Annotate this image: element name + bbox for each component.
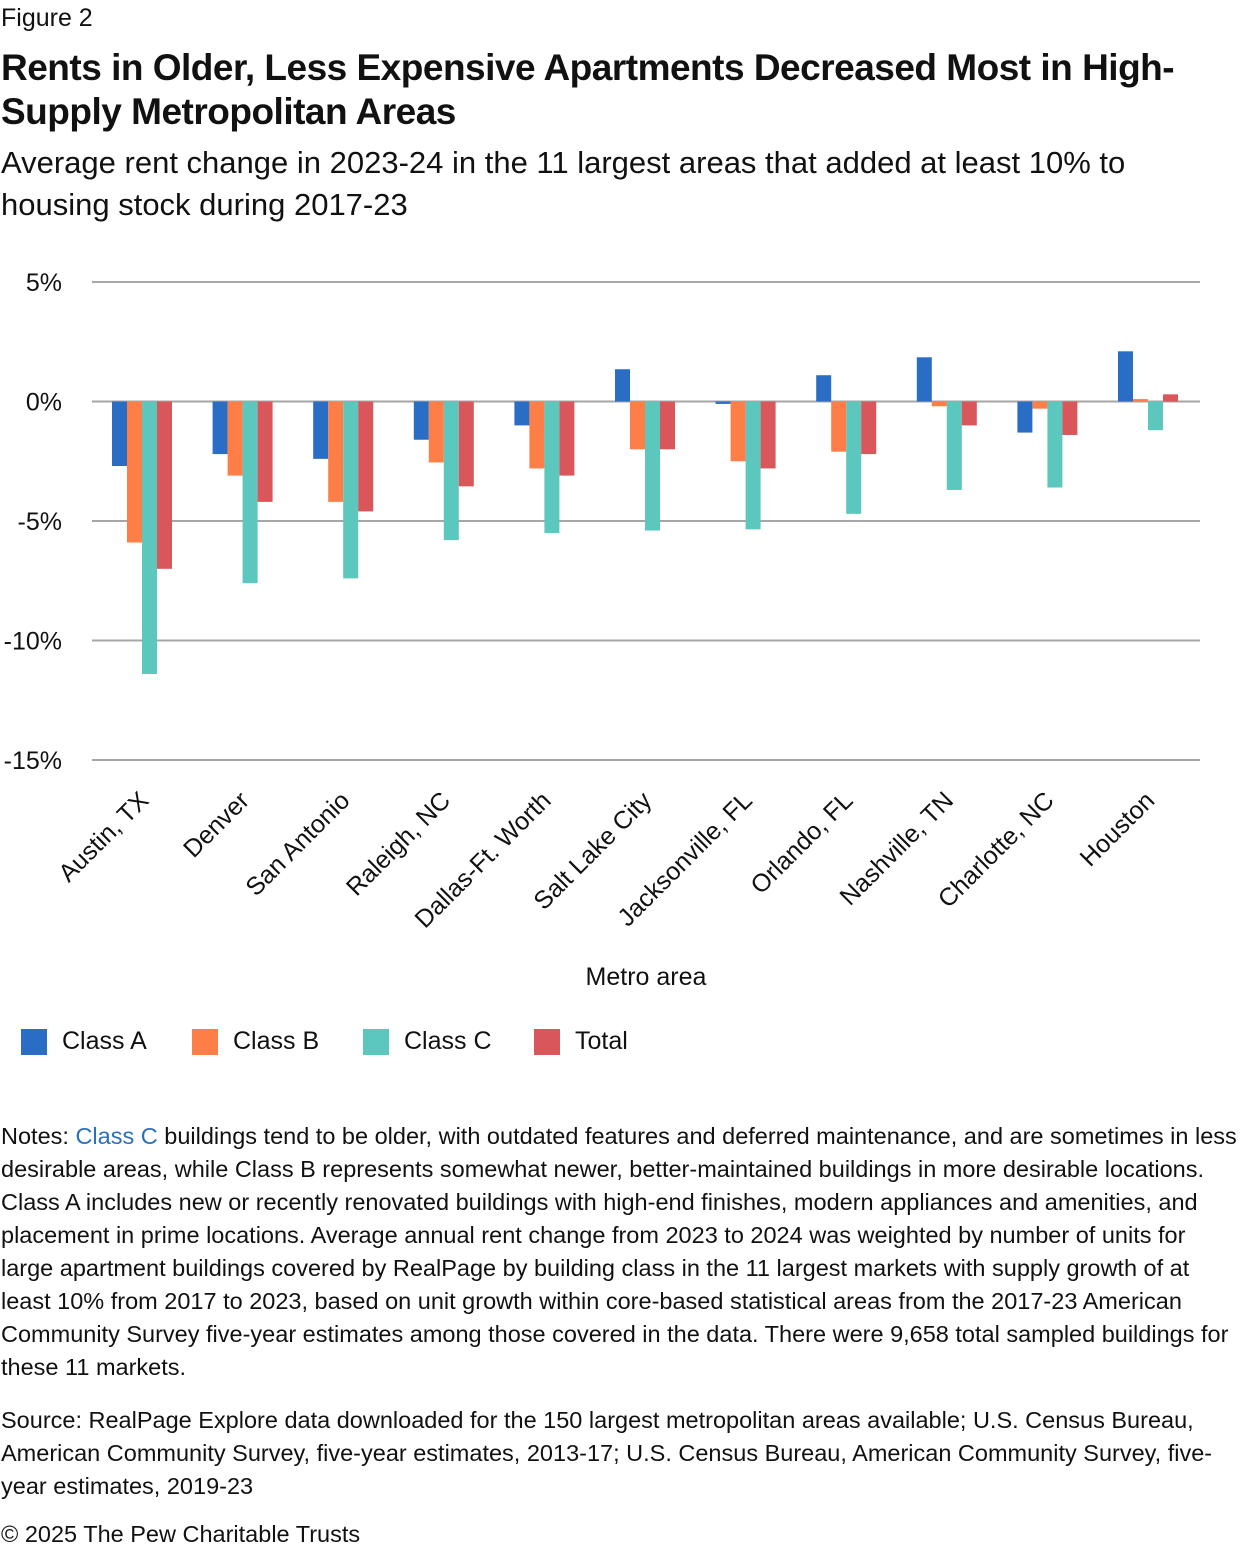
legend-swatch (21, 1028, 47, 1055)
bar-class-c (142, 401, 157, 674)
y-tick-label: -15% (4, 747, 62, 775)
bar-class-b (428, 401, 444, 463)
bar-class-c (846, 401, 862, 514)
bar-total (1163, 394, 1178, 402)
legend-item: Class B (192, 1027, 363, 1056)
bar-class-a (212, 401, 228, 455)
x-tick-label: Austin, TX (53, 786, 154, 887)
class-c-link[interactable]: Class C (75, 1123, 158, 1149)
bar-class-b (831, 401, 847, 452)
notes-text: buildings tend to be older, with outdate… (1, 1123, 1237, 1380)
bar-total (358, 401, 374, 512)
bar-total (660, 401, 675, 450)
bar-class-b (529, 401, 545, 469)
bar-class-c (343, 401, 359, 579)
legend-label: Total (575, 1027, 628, 1055)
y-tick-label: -5% (18, 508, 62, 536)
legend-item: Total (534, 1027, 705, 1056)
notes-prefix: Notes: (1, 1123, 76, 1149)
x-axis-label: Metro area (586, 963, 707, 991)
bar-class-a (615, 369, 630, 402)
bar-class-a (112, 401, 127, 467)
x-tick-label: Denver (178, 786, 255, 863)
bar-total (257, 401, 273, 502)
bar-class-c (745, 401, 761, 530)
bar-class-c (645, 401, 660, 531)
legend-swatch (192, 1028, 218, 1055)
bar-class-a (1118, 351, 1133, 402)
bar-total (458, 401, 474, 487)
bar-class-a (715, 401, 731, 404)
bar-total (1062, 401, 1078, 435)
bar-total (157, 401, 172, 569)
legend-swatch (363, 1028, 389, 1055)
x-tick-label: San Antonio (240, 786, 355, 901)
bar-total (559, 401, 575, 476)
bar-class-c (544, 401, 560, 533)
bar-class-a (413, 401, 429, 440)
bar-total (760, 401, 776, 469)
bar-class-a (313, 401, 329, 459)
notes: Notes: Class C buildings tend to be olde… (1, 1120, 1239, 1384)
y-tick-label: 5% (26, 269, 62, 297)
legend-item: Class C (363, 1027, 534, 1056)
legend-label: Class A (62, 1027, 147, 1055)
bar-total (861, 401, 877, 455)
bar-class-c (1047, 401, 1063, 488)
bar-class-b (328, 401, 344, 502)
y-tick-label: -10% (4, 628, 62, 656)
bar-class-a (916, 357, 932, 402)
figure-label: Figure 2 (1, 4, 93, 32)
legend-label: Class B (233, 1027, 320, 1055)
copyright: © 2025 The Pew Charitable Trusts (1, 1521, 361, 1547)
x-tick-label: Houston (1075, 786, 1161, 872)
bar-class-b (127, 401, 142, 543)
bar-class-b (1032, 401, 1048, 409)
bar-class-c (443, 401, 459, 541)
bar-class-a (816, 375, 832, 402)
bar-class-b (630, 401, 645, 450)
bar-class-b (1133, 399, 1148, 402)
bar-class-c (946, 401, 962, 490)
bar-class-c (242, 401, 258, 584)
chart-title: Rents in Older, Less Expensive Apartment… (1, 47, 1175, 132)
bar-class-c (1148, 401, 1163, 431)
legend-item: Class A (21, 1027, 192, 1056)
bar-class-b (227, 401, 243, 476)
bar-class-a (514, 401, 530, 426)
bar-class-a (1017, 401, 1033, 433)
chart-legend: Class A Class B Class C Total (21, 1027, 705, 1056)
bar-class-b (730, 401, 746, 462)
legend-label: Class C (404, 1027, 492, 1055)
bar-total (961, 401, 977, 426)
bar-class-b (931, 401, 947, 407)
chart-subtitle: Average rent change in 2023-24 in the 11… (1, 145, 1126, 222)
y-tick-label: 0% (26, 389, 62, 417)
x-tick-label: Orlando, FL (745, 786, 858, 899)
source-note: Source: RealPage Explore data downloaded… (1, 1407, 1213, 1499)
legend-swatch (534, 1028, 560, 1055)
